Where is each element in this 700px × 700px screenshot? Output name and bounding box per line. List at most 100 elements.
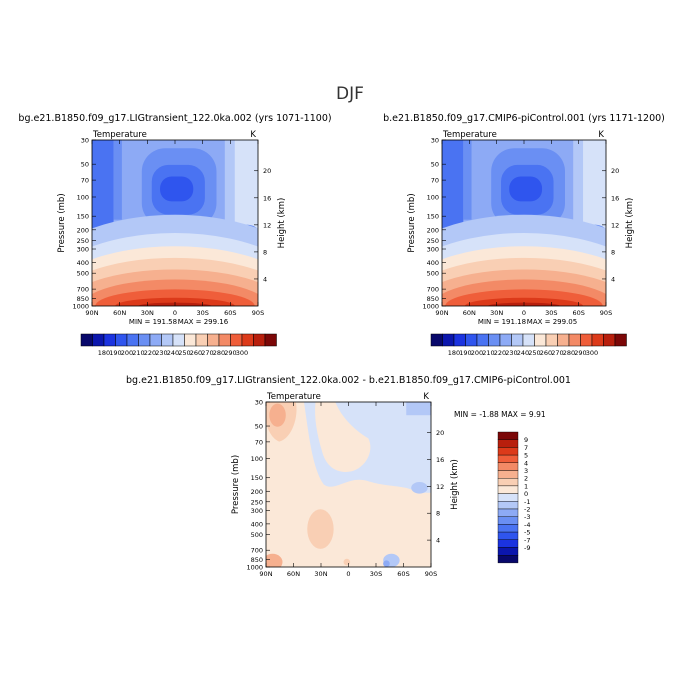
y-tick-label: 850 bbox=[427, 295, 439, 303]
legend-label: -7 bbox=[524, 536, 530, 544]
legend-label: -1 bbox=[524, 498, 530, 506]
legend-swatch bbox=[92, 333, 105, 347]
legend-label: 0 bbox=[524, 490, 528, 498]
legend-label: 4 bbox=[524, 459, 528, 467]
legend-swatch bbox=[218, 333, 231, 347]
legend-swatch bbox=[497, 508, 519, 517]
y-tick-label: 150 bbox=[427, 213, 439, 221]
y-right-tick-label: 4 bbox=[263, 275, 267, 283]
legend-label: 230 bbox=[155, 349, 167, 357]
chart-panel-3: bg.e21.B1850.f09_g17.LIGtransient_122.0k… bbox=[126, 375, 571, 578]
x-tick-label: 30N bbox=[490, 309, 503, 317]
x-tick-label: 60S bbox=[224, 309, 236, 317]
contour-fill bbox=[442, 140, 606, 306]
contour-fill bbox=[266, 402, 431, 567]
legend-label: 190 bbox=[459, 349, 471, 357]
y-right-tick-label: 8 bbox=[263, 248, 267, 256]
y-tick-label: 30 bbox=[255, 399, 263, 407]
legend-swatch bbox=[614, 333, 627, 347]
y-right-tick-label: 12 bbox=[263, 221, 271, 229]
x-tick-label: 60N bbox=[463, 309, 476, 317]
y-right-tick-label: 20 bbox=[611, 167, 619, 175]
legend-label: 280 bbox=[563, 349, 575, 357]
y-tick-label: 70 bbox=[255, 438, 263, 446]
legend-label: 260 bbox=[190, 349, 202, 357]
legend-swatch bbox=[545, 333, 558, 347]
y-tick-label: 150 bbox=[77, 213, 89, 221]
x-tick-label: 60N bbox=[113, 309, 126, 317]
y-tick-label: 100 bbox=[251, 455, 263, 463]
legend-swatch bbox=[497, 478, 519, 487]
page-title: DJF bbox=[336, 84, 364, 104]
x-tick-label: 0 bbox=[173, 309, 177, 317]
legend-label: 220 bbox=[494, 349, 506, 357]
y-right-axis-label: Height (km) bbox=[625, 198, 635, 249]
x-tick-label: 0 bbox=[346, 570, 350, 578]
legend-swatch bbox=[497, 485, 519, 494]
y-tick-label: 700 bbox=[427, 286, 439, 294]
legend-label: 270 bbox=[551, 349, 563, 357]
legend-label: 2 bbox=[524, 475, 528, 483]
legend-swatch bbox=[80, 333, 93, 347]
legend-label: 270 bbox=[201, 349, 213, 357]
y-tick-label: 200 bbox=[251, 488, 263, 496]
y-right-tick-label: 16 bbox=[263, 194, 271, 202]
legend-swatch bbox=[195, 333, 208, 347]
legend-label: 190 bbox=[109, 349, 121, 357]
legend-swatch bbox=[497, 547, 519, 556]
y-tick-label: 500 bbox=[251, 531, 263, 539]
legend-swatch bbox=[497, 447, 519, 456]
y-tick-label: 850 bbox=[77, 295, 89, 303]
chart-units: K bbox=[250, 130, 256, 140]
legend-swatch bbox=[497, 470, 519, 479]
min-label: MIN = 191.18 bbox=[478, 318, 526, 326]
legend-swatch bbox=[497, 493, 519, 502]
legend-swatch bbox=[497, 539, 519, 548]
legend-label: 230 bbox=[505, 349, 517, 357]
legend-label: 1 bbox=[524, 482, 528, 490]
x-tick-label: 60N bbox=[287, 570, 300, 578]
chart-subtitle: Temperature bbox=[266, 392, 321, 402]
y-right-tick-label: 16 bbox=[611, 194, 619, 202]
y-axis-label: Pressure (mb) bbox=[407, 193, 417, 252]
legend-label: 290 bbox=[574, 349, 586, 357]
y-right-tick-label: 8 bbox=[611, 248, 615, 256]
legend-label: 250 bbox=[178, 349, 190, 357]
legend-label: -2 bbox=[524, 506, 530, 514]
y-tick-label: 300 bbox=[77, 246, 89, 254]
chart-title: bg.e21.B1850.f09_g17.LIGtransient_122.0k… bbox=[126, 375, 571, 386]
y-tick-label: 400 bbox=[251, 520, 263, 528]
legend-label: 290 bbox=[224, 349, 236, 357]
x-tick-label: 90N bbox=[85, 309, 98, 317]
y-tick-label: 50 bbox=[431, 161, 439, 169]
legend-label: 210 bbox=[132, 349, 144, 357]
chart-title: bg.e21.B1850.f09_g17.LIGtransient_122.0k… bbox=[18, 113, 331, 124]
y-tick-label: 400 bbox=[77, 259, 89, 267]
y-tick-label: 200 bbox=[77, 226, 89, 234]
y-right-tick-label: 20 bbox=[436, 429, 444, 437]
legend-label: -4 bbox=[524, 521, 530, 529]
legend-label: 260 bbox=[540, 349, 552, 357]
chart-subtitle: Temperature bbox=[92, 130, 147, 140]
x-tick-label: 0 bbox=[522, 309, 526, 317]
y-tick-label: 50 bbox=[81, 161, 89, 169]
max-label: MAX = 299.16 bbox=[178, 318, 229, 326]
y-tick-label: 70 bbox=[431, 177, 439, 185]
y-tick-label: 1000 bbox=[422, 303, 439, 311]
legend-swatch bbox=[557, 333, 570, 347]
legend-label: 200 bbox=[121, 349, 133, 357]
x-tick-label: 30S bbox=[545, 309, 557, 317]
legend-swatch bbox=[497, 501, 519, 510]
y-tick-label: 150 bbox=[251, 474, 263, 482]
legend-swatch bbox=[172, 333, 185, 347]
legend-swatch bbox=[149, 333, 162, 347]
legend-label: -9 bbox=[524, 544, 530, 552]
x-tick-label: 90N bbox=[435, 309, 448, 317]
y-tick-label: 300 bbox=[427, 246, 439, 254]
min-label: MIN = 191.58 bbox=[129, 318, 177, 326]
legend-swatch bbox=[442, 333, 455, 347]
legend-swatch bbox=[591, 333, 604, 347]
y-tick-label: 700 bbox=[251, 547, 263, 555]
x-tick-label: 30N bbox=[141, 309, 154, 317]
x-tick-label: 90S bbox=[600, 309, 612, 317]
